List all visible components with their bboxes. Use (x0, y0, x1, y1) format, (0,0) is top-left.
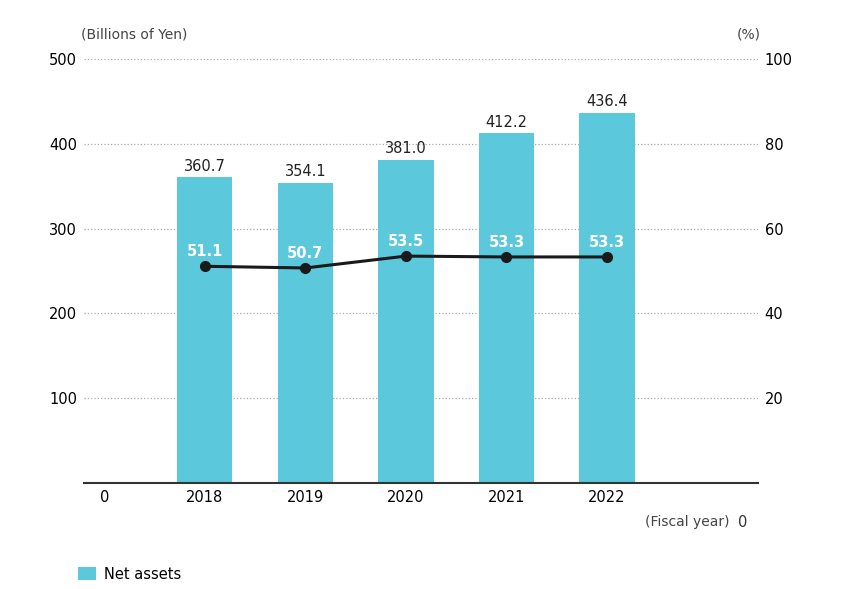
Text: (%): (%) (737, 28, 761, 42)
Text: 412.2: 412.2 (486, 115, 527, 130)
Bar (278, 183, 333, 483)
Text: 53.5: 53.5 (388, 234, 424, 249)
Legend: Net assets, Shareholders’ equity ratio (right scale): Net assets, Shareholders’ equity ratio (… (78, 567, 388, 589)
Text: 53.3: 53.3 (589, 235, 625, 250)
Text: 381.0: 381.0 (385, 141, 427, 157)
Bar (579, 113, 635, 483)
Text: 51.1: 51.1 (187, 244, 223, 260)
Text: (Billions of Yen): (Billions of Yen) (81, 28, 187, 42)
Bar (479, 133, 534, 483)
Text: 354.1: 354.1 (285, 164, 326, 179)
Text: 53.3: 53.3 (488, 235, 525, 250)
Bar (378, 160, 434, 483)
Text: (Fiscal year): (Fiscal year) (645, 515, 730, 529)
Text: 0: 0 (738, 515, 748, 530)
Text: 50.7: 50.7 (287, 246, 323, 261)
Bar (177, 177, 232, 483)
Text: 360.7: 360.7 (184, 158, 226, 174)
Text: 436.4: 436.4 (586, 94, 628, 110)
